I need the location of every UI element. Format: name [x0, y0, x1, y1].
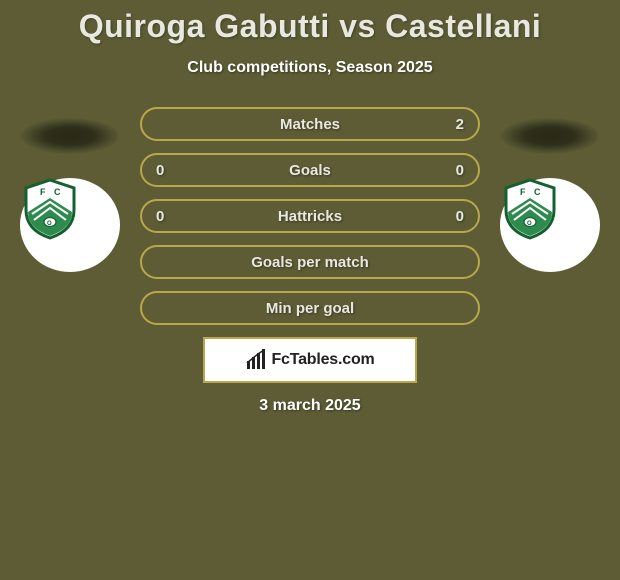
- stat-row-min-per-goal: Min per goal: [0, 291, 620, 325]
- player-right-avatar: F C O: [490, 118, 610, 272]
- stat-pill: 0 Goals 0: [140, 153, 480, 187]
- stat-right-val: 0: [456, 208, 464, 225]
- footer-date: 3 march 2025: [0, 397, 620, 415]
- stat-label: Hattricks: [278, 208, 342, 225]
- page-title: Quiroga Gabutti vs Castellani: [0, 8, 620, 45]
- chart-icon: [245, 349, 267, 371]
- svg-text:O: O: [47, 221, 52, 227]
- stat-label: Min per goal: [266, 300, 354, 317]
- brand-box[interactable]: FcTables.com: [203, 337, 417, 383]
- svg-text:F: F: [520, 187, 526, 197]
- stat-right-val: 2: [456, 116, 464, 133]
- stat-label: Goals: [289, 162, 331, 179]
- svg-text:C: C: [534, 187, 541, 197]
- placeholder-shadow-icon: [500, 118, 600, 154]
- stat-pill: 0 Hattricks 0: [140, 199, 480, 233]
- shield-icon: F C O: [20, 178, 80, 240]
- svg-text:F: F: [40, 187, 46, 197]
- svg-text:O: O: [527, 221, 532, 227]
- shield-icon: F C O: [500, 178, 560, 240]
- svg-text:C: C: [54, 187, 61, 197]
- stat-pill: Goals per match: [140, 245, 480, 279]
- stat-left-val: 0: [156, 208, 164, 225]
- stat-left-val: 0: [156, 162, 164, 179]
- player-left-avatar: F C O: [10, 118, 130, 272]
- club-badge-right: F C O: [500, 178, 600, 272]
- placeholder-shadow-icon: [20, 118, 120, 154]
- brand-text: FcTables.com: [271, 351, 374, 369]
- club-badge-left: F C O: [20, 178, 120, 272]
- stat-pill: Matches 2: [140, 107, 480, 141]
- stat-label: Goals per match: [251, 254, 369, 271]
- stat-right-val: 0: [456, 162, 464, 179]
- subtitle: Club competitions, Season 2025: [0, 59, 620, 77]
- stat-pill: Min per goal: [140, 291, 480, 325]
- stat-label: Matches: [280, 116, 340, 133]
